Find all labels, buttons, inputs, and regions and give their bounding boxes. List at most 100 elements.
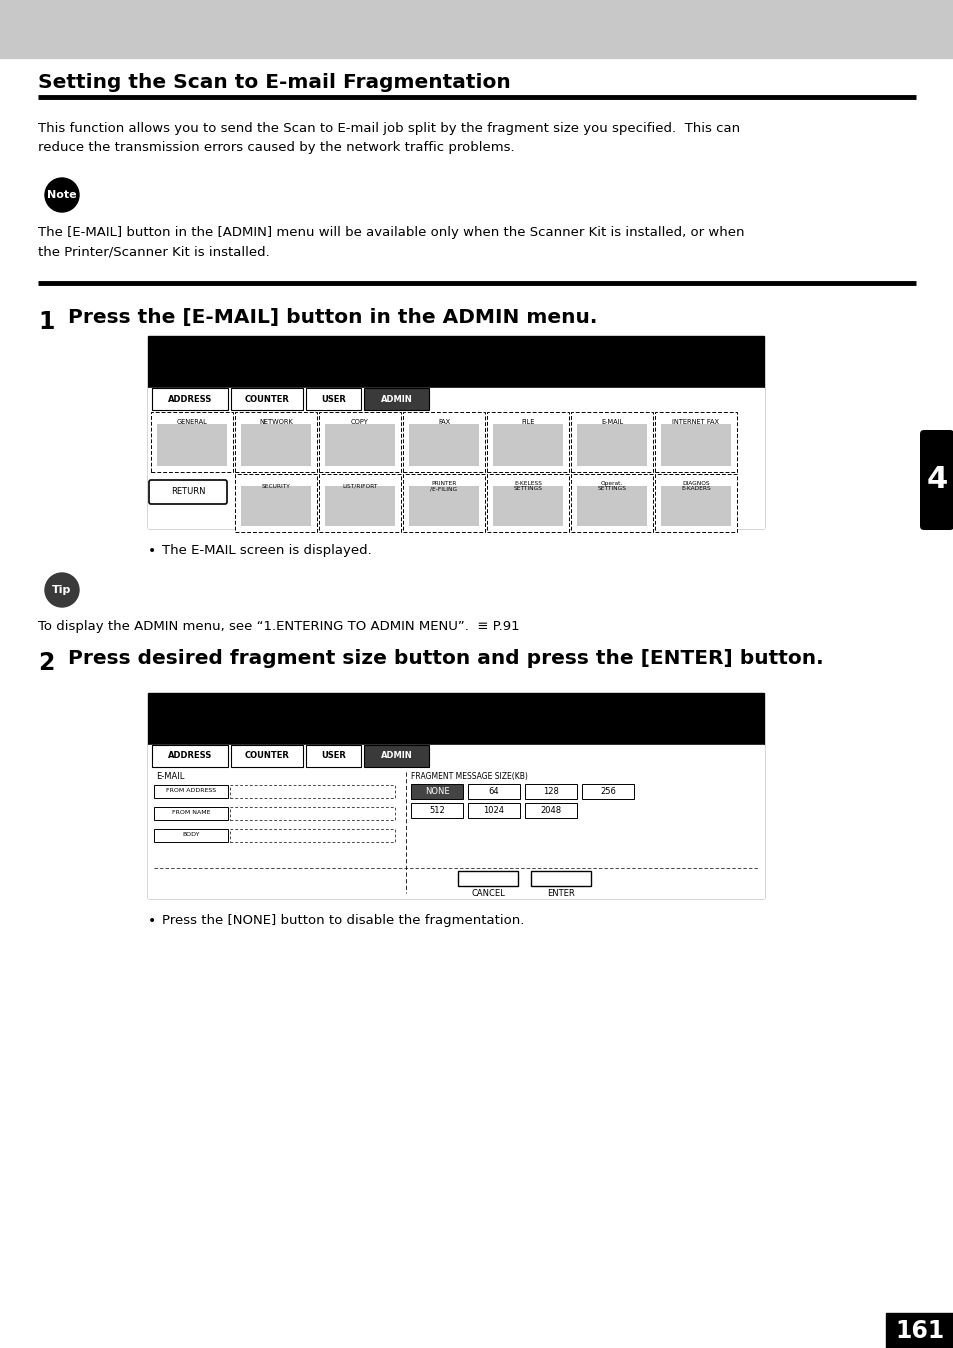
Bar [148,336,763,528]
Bar [231,388,303,410]
Text: 256: 256 [599,787,616,797]
Bar [531,871,590,886]
Text: 128: 128 [542,787,558,797]
Bar [571,474,652,532]
Bar [230,785,395,798]
Bar [524,803,577,818]
Bar [493,425,562,466]
Text: USER: USER [321,395,346,403]
Text: Operat.
SETTINGS: Operat. SETTINGS [597,481,626,492]
Text: FAX: FAX [437,419,450,425]
Text: Press the [E-MAIL] button in the ADMIN menu.: Press the [E-MAIL] button in the ADMIN m… [68,307,597,328]
Text: USER: USER [321,751,346,760]
Bar [230,807,395,820]
Bar [486,412,568,472]
Bar [153,807,228,820]
Bar [234,474,316,532]
Text: CANCEL: CANCEL [471,890,504,899]
Text: •: • [148,914,156,927]
Text: FROM NAME: FROM NAME [172,810,210,816]
Bar [468,785,519,799]
Bar [411,785,462,799]
Bar [457,871,517,886]
Text: GENERAL: GENERAL [176,419,207,425]
Text: COUNTER: COUNTER [244,395,289,403]
Text: DIAGNOS
E-KADERS: DIAGNOS E-KADERS [680,481,710,492]
Text: COUNTER: COUNTER [244,751,289,760]
Text: FRAGMENT MESSAGE SIZE(KB): FRAGMENT MESSAGE SIZE(KB) [411,772,527,780]
Bar [148,693,763,898]
Text: 512: 512 [429,806,444,816]
Bar [493,487,562,526]
FancyBboxPatch shape [919,430,953,530]
Text: COPY: COPY [351,419,369,425]
Text: E-MAIL: E-MAIL [600,419,622,425]
Text: PRINTER
/E-FILING: PRINTER /E-FILING [430,481,457,492]
Text: Setting the Scan to E-mail Fragmentation: Setting the Scan to E-mail Fragmentation [38,74,510,93]
Text: ADMIN: ADMIN [380,395,412,403]
Bar [231,745,303,767]
Text: BODY: BODY [182,833,199,837]
Text: NONE: NONE [424,787,449,797]
Bar [241,425,311,466]
Text: SECURITY: SECURITY [261,484,290,488]
Text: Tip: Tip [52,585,71,594]
Text: ADMIN: ADMIN [380,751,412,760]
Text: The E-MAIL screen is displayed.: The E-MAIL screen is displayed. [162,545,372,557]
Bar [577,425,646,466]
Text: RETURN: RETURN [171,488,205,496]
Text: •: • [148,545,156,558]
Text: Press desired fragment size button and press the [ENTER] button.: Press desired fragment size button and p… [68,648,822,669]
Text: 4: 4 [925,465,946,495]
Bar [0,0,953,58]
Bar [306,745,360,767]
Text: To display the ADMIN menu, see “1.ENTERING TO ADMIN MENU”.  ≡ P.91: To display the ADMIN menu, see “1.ENTERI… [38,620,519,634]
Bar [306,388,360,410]
Text: 161: 161 [895,1318,943,1343]
Text: The [E-MAIL] button in the [ADMIN] menu will be available only when the Scanner : The [E-MAIL] button in the [ADMIN] menu … [38,226,743,259]
Text: INTERNET FAX: INTERNET FAX [672,419,719,425]
Bar [152,745,228,767]
Bar [468,803,519,818]
Bar [153,785,228,798]
Bar [577,487,646,526]
Bar [581,785,634,799]
FancyBboxPatch shape [149,480,227,504]
Bar [402,412,484,472]
Text: FROM ADDRESS: FROM ADDRESS [166,789,215,794]
Text: 2: 2 [38,651,54,675]
Text: 1024: 1024 [483,806,504,816]
Bar [148,388,763,528]
Bar [885,1313,953,1348]
Bar [524,785,577,799]
Bar [655,474,737,532]
Circle shape [45,178,79,212]
Bar [153,829,228,842]
Bar [157,425,227,466]
Text: This function allows you to send the Scan to E-mail job split by the fragment si: This function allows you to send the Sca… [38,123,740,155]
Text: E-MAIL: E-MAIL [156,772,184,780]
Text: E-KELESS
SETTINGS: E-KELESS SETTINGS [513,481,542,492]
Bar [241,487,311,526]
Bar [364,745,429,767]
Text: ENTER: ENTER [547,890,575,899]
Bar [409,487,478,526]
Bar [660,425,730,466]
Text: ADDRESS: ADDRESS [168,395,212,403]
Text: 2048: 2048 [539,806,561,816]
Text: NETWORK: NETWORK [259,419,293,425]
Bar [325,487,395,526]
Text: Press the [NONE] button to disable the fragmentation.: Press the [NONE] button to disable the f… [162,914,524,927]
Bar [230,829,395,842]
Bar [318,412,400,472]
Text: ADDRESS: ADDRESS [168,751,212,760]
Text: 1: 1 [38,310,54,334]
Bar [411,803,462,818]
Bar [318,474,400,532]
Bar [234,412,316,472]
Bar [402,474,484,532]
Text: FILE: FILE [520,419,534,425]
Bar [325,425,395,466]
Bar [486,474,568,532]
Circle shape [45,573,79,607]
